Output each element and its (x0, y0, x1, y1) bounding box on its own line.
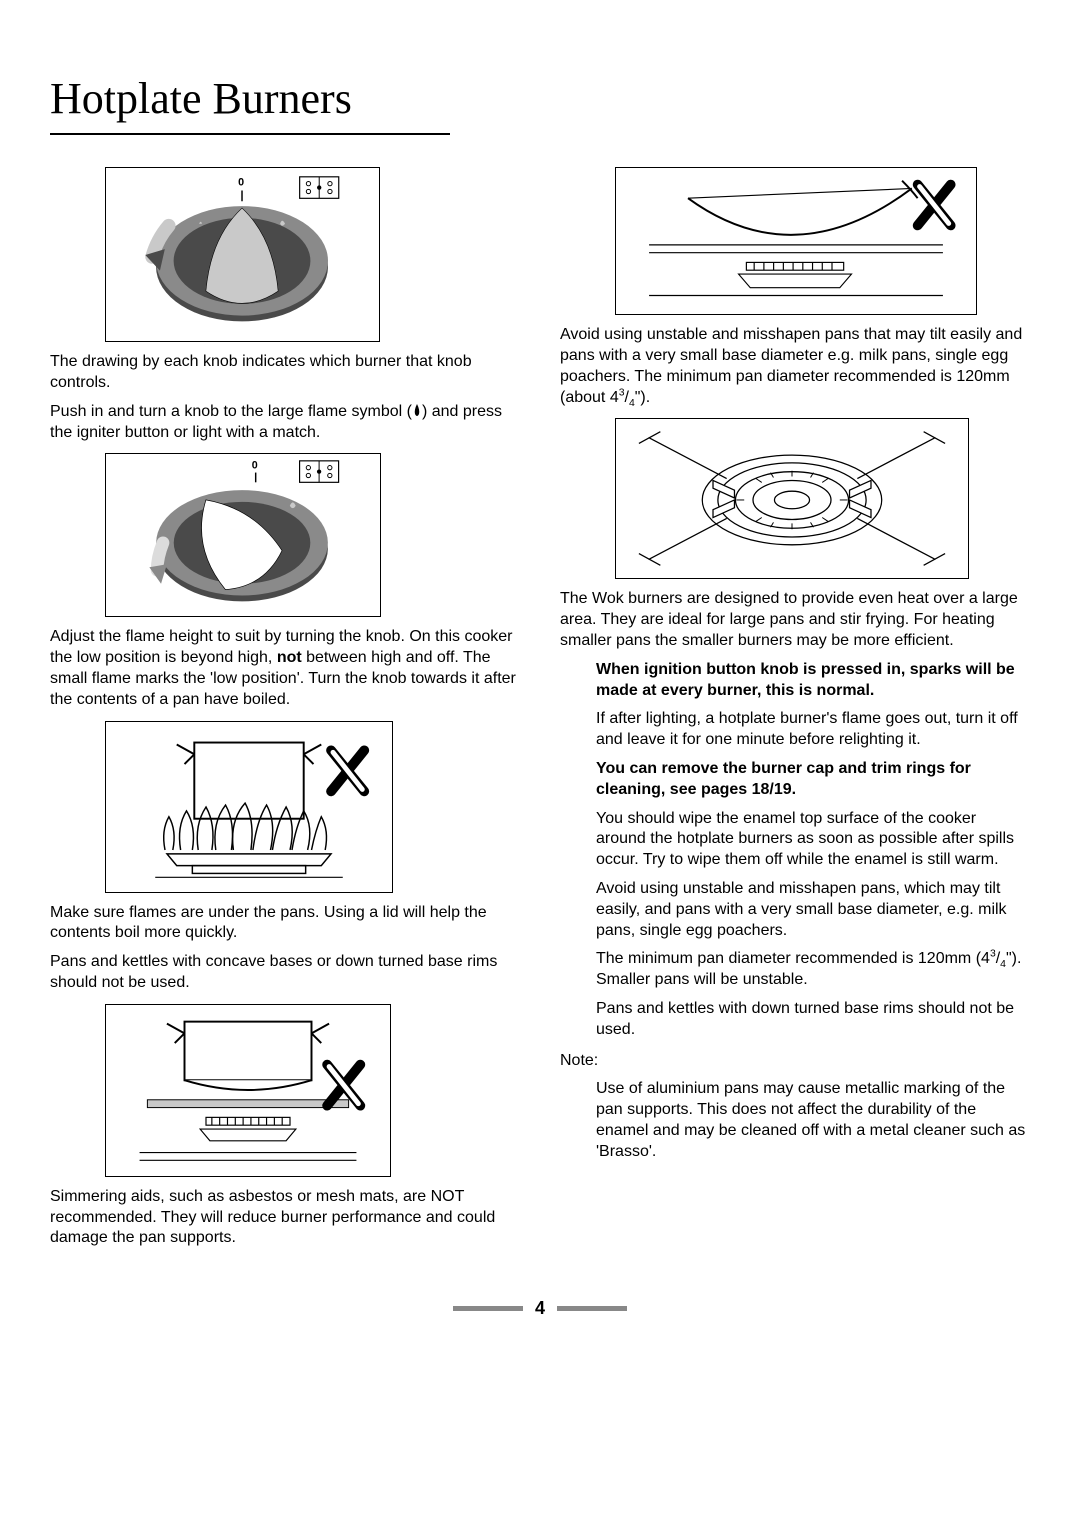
para-wipe: You should wipe the enamel top surface o… (596, 809, 1030, 871)
para-min-diameter: The minimum pan diameter recommended is … (596, 949, 1030, 991)
text: The minimum pan diameter recommended is … (596, 950, 990, 967)
para-simmering: Simmering aids, such as asbestos or mesh… (50, 1187, 520, 1249)
note-label: Note: (560, 1051, 1030, 1072)
page-bar-right (557, 1306, 627, 1311)
text: Avoid using unstable and misshapen pans … (560, 326, 1022, 405)
para-avoid-unstable: Avoid using unstable and misshapen pans … (560, 325, 1030, 408)
figure-pan-tilt (615, 167, 977, 315)
figure-knob-off: 0 (105, 167, 380, 342)
page-title: Hotplate Burners (50, 70, 1030, 127)
flame-icon (412, 404, 422, 418)
para-knob-indicates: The drawing by each knob indicates which… (50, 352, 520, 394)
svg-text:0: 0 (252, 460, 258, 472)
para-ignition-bold: When ignition button knob is pressed in,… (596, 660, 1030, 702)
para-avoid2: Avoid using unstable and misshapen pans,… (596, 879, 1030, 941)
figure-pan-flames (105, 721, 393, 893)
para-push-turn: Push in and turn a knob to the large fla… (50, 402, 520, 444)
para-downturned: Pans and kettles with down turned base r… (596, 999, 1030, 1041)
page-number: 4 (50, 1297, 1030, 1320)
figure-wok-burner (615, 418, 969, 579)
page-number-value: 4 (535, 1297, 545, 1320)
right-column: Avoid using unstable and misshapen pans … (560, 157, 1030, 1257)
para-adjust-flame: Adjust the flame height to suit by turni… (50, 627, 520, 710)
title-rule (50, 133, 450, 135)
para-wok: The Wok burners are designed to provide … (560, 589, 1030, 651)
figure-knob-on: 0 (105, 453, 381, 617)
figure-pan-concave (105, 1004, 391, 1177)
para-remove-cap-bold: You can remove the burner cap and trim r… (596, 759, 1030, 801)
page-bar-left (453, 1306, 523, 1311)
para-concave: Pans and kettles with concave bases or d… (50, 952, 520, 994)
text: "). (635, 389, 650, 406)
para-flames-under: Make sure flames are under the pans. Usi… (50, 903, 520, 945)
svg-text:0: 0 (238, 177, 244, 189)
left-column: 0 The drawing by each knob indicat (50, 157, 520, 1257)
note-body: Use of aluminium pans may cause metallic… (596, 1079, 1030, 1162)
para-flame-out: If after lighting, a hotplate burner's f… (596, 709, 1030, 751)
text: Push in and turn a knob to the large fla… (50, 403, 412, 420)
text-bold: not (277, 649, 302, 666)
